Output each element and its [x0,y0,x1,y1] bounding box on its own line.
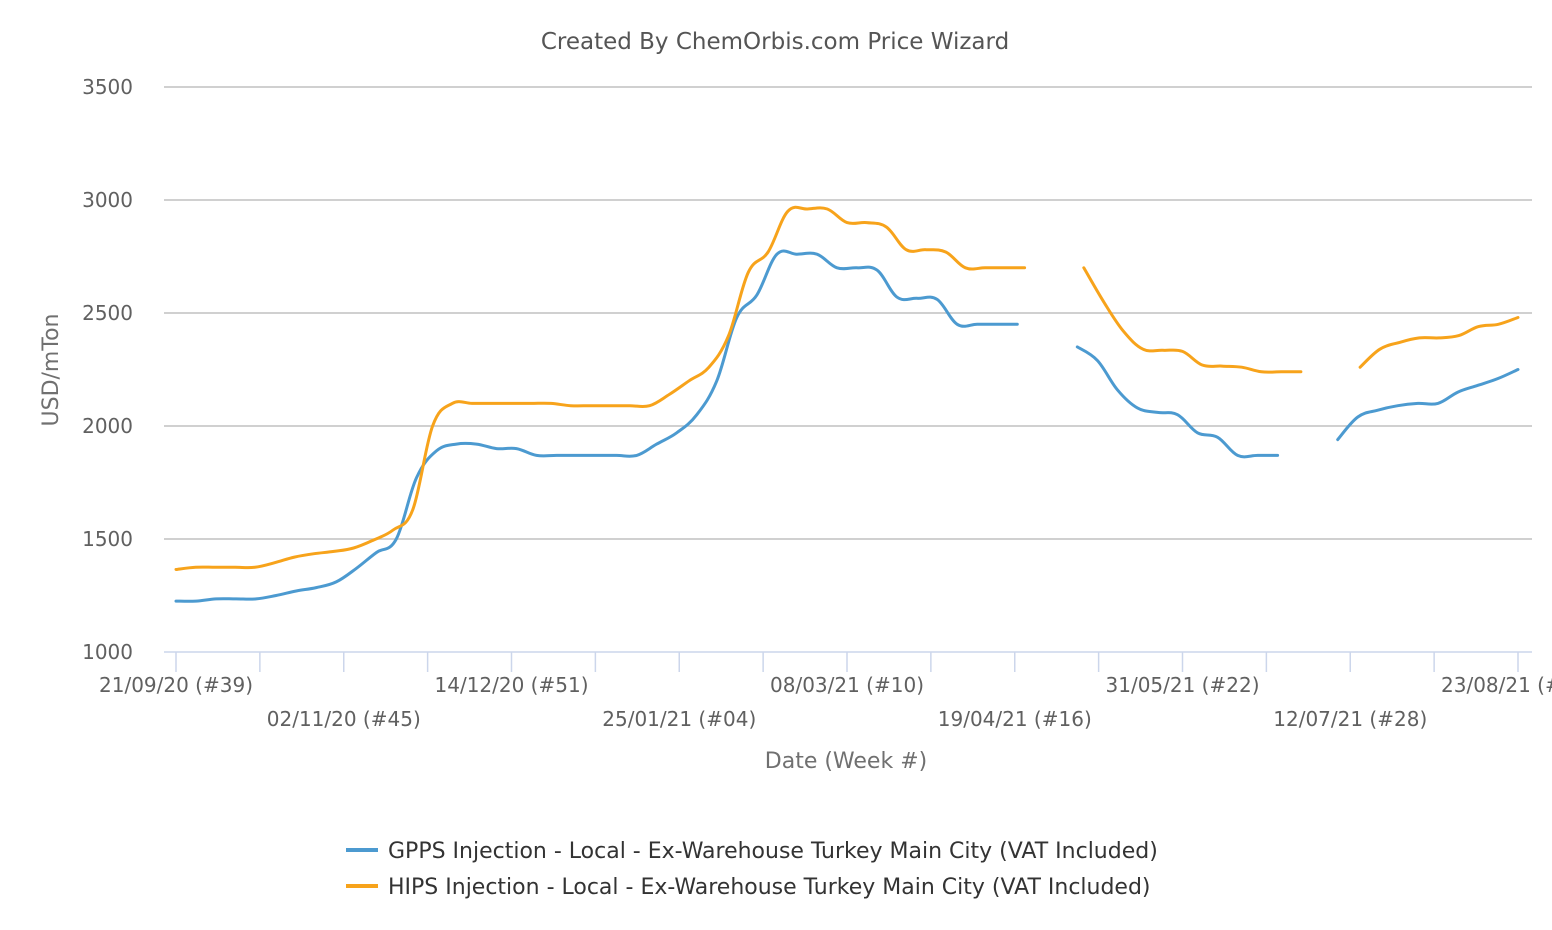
x-tick-label: 08/03/21 (#10) [770,673,924,697]
x-axis-ticks [175,652,1519,672]
y-axis-title: USD/mTon [39,314,64,427]
x-tick-label: 23/08/21 (#34) [1441,673,1552,697]
series-line-gpps [1075,345,1280,459]
x-tick-label: 25/01/21 (#04) [602,707,756,731]
x-tick-label: 12/07/21 (#28) [1273,707,1427,731]
series-lines [174,205,1520,603]
legend-label-hips: HIPS Injection - Local - Ex-Warehouse Tu… [388,875,1151,900]
y-tick-label: 2500 [82,301,133,325]
y-tick-label: 1500 [82,527,133,551]
x-tick-label: 02/11/20 (#45) [267,707,421,731]
x-tick-label: 14/12/20 (#51) [435,673,589,697]
chart-title: Created By ChemOrbis.com Price Wizard [541,29,1009,55]
y-tick-label: 3000 [82,188,133,212]
series-line-gpps [1336,368,1520,442]
x-tick-label: 19/04/21 (#16) [938,707,1092,731]
legend-label-gpps: GPPS Injection - Local - Ex-Warehouse Tu… [388,839,1158,864]
x-tick-label: 21/09/20 (#39) [99,673,253,697]
series-line-hips [1358,316,1520,369]
legend-item-gpps[interactable]: GPPS Injection - Local - Ex-Warehouse Tu… [346,839,1158,864]
x-tick-label: 31/05/21 (#22) [1106,673,1260,697]
y-axis-ticks: 1000 1500 2000 2500 3000 3500 [82,75,133,664]
series-line-hips [1082,266,1303,374]
x-axis-labels: 21/09/20 (#39) 02/11/20 (#45) 14/12/20 (#5… [99,673,1552,731]
y-gridlines [164,86,1532,540]
series-line-hips [174,205,1027,571]
y-tick-label: 1000 [82,640,133,664]
y-tick-label: 2000 [82,414,133,438]
legend-item-hips[interactable]: HIPS Injection - Local - Ex-Warehouse Tu… [346,875,1151,900]
y-tick-label: 3500 [82,75,133,99]
legend: GPPS Injection - Local - Ex-Warehouse Tu… [346,839,1158,900]
x-axis-title: Date (Week #) [765,749,927,774]
series-line-gpps [174,249,1019,603]
